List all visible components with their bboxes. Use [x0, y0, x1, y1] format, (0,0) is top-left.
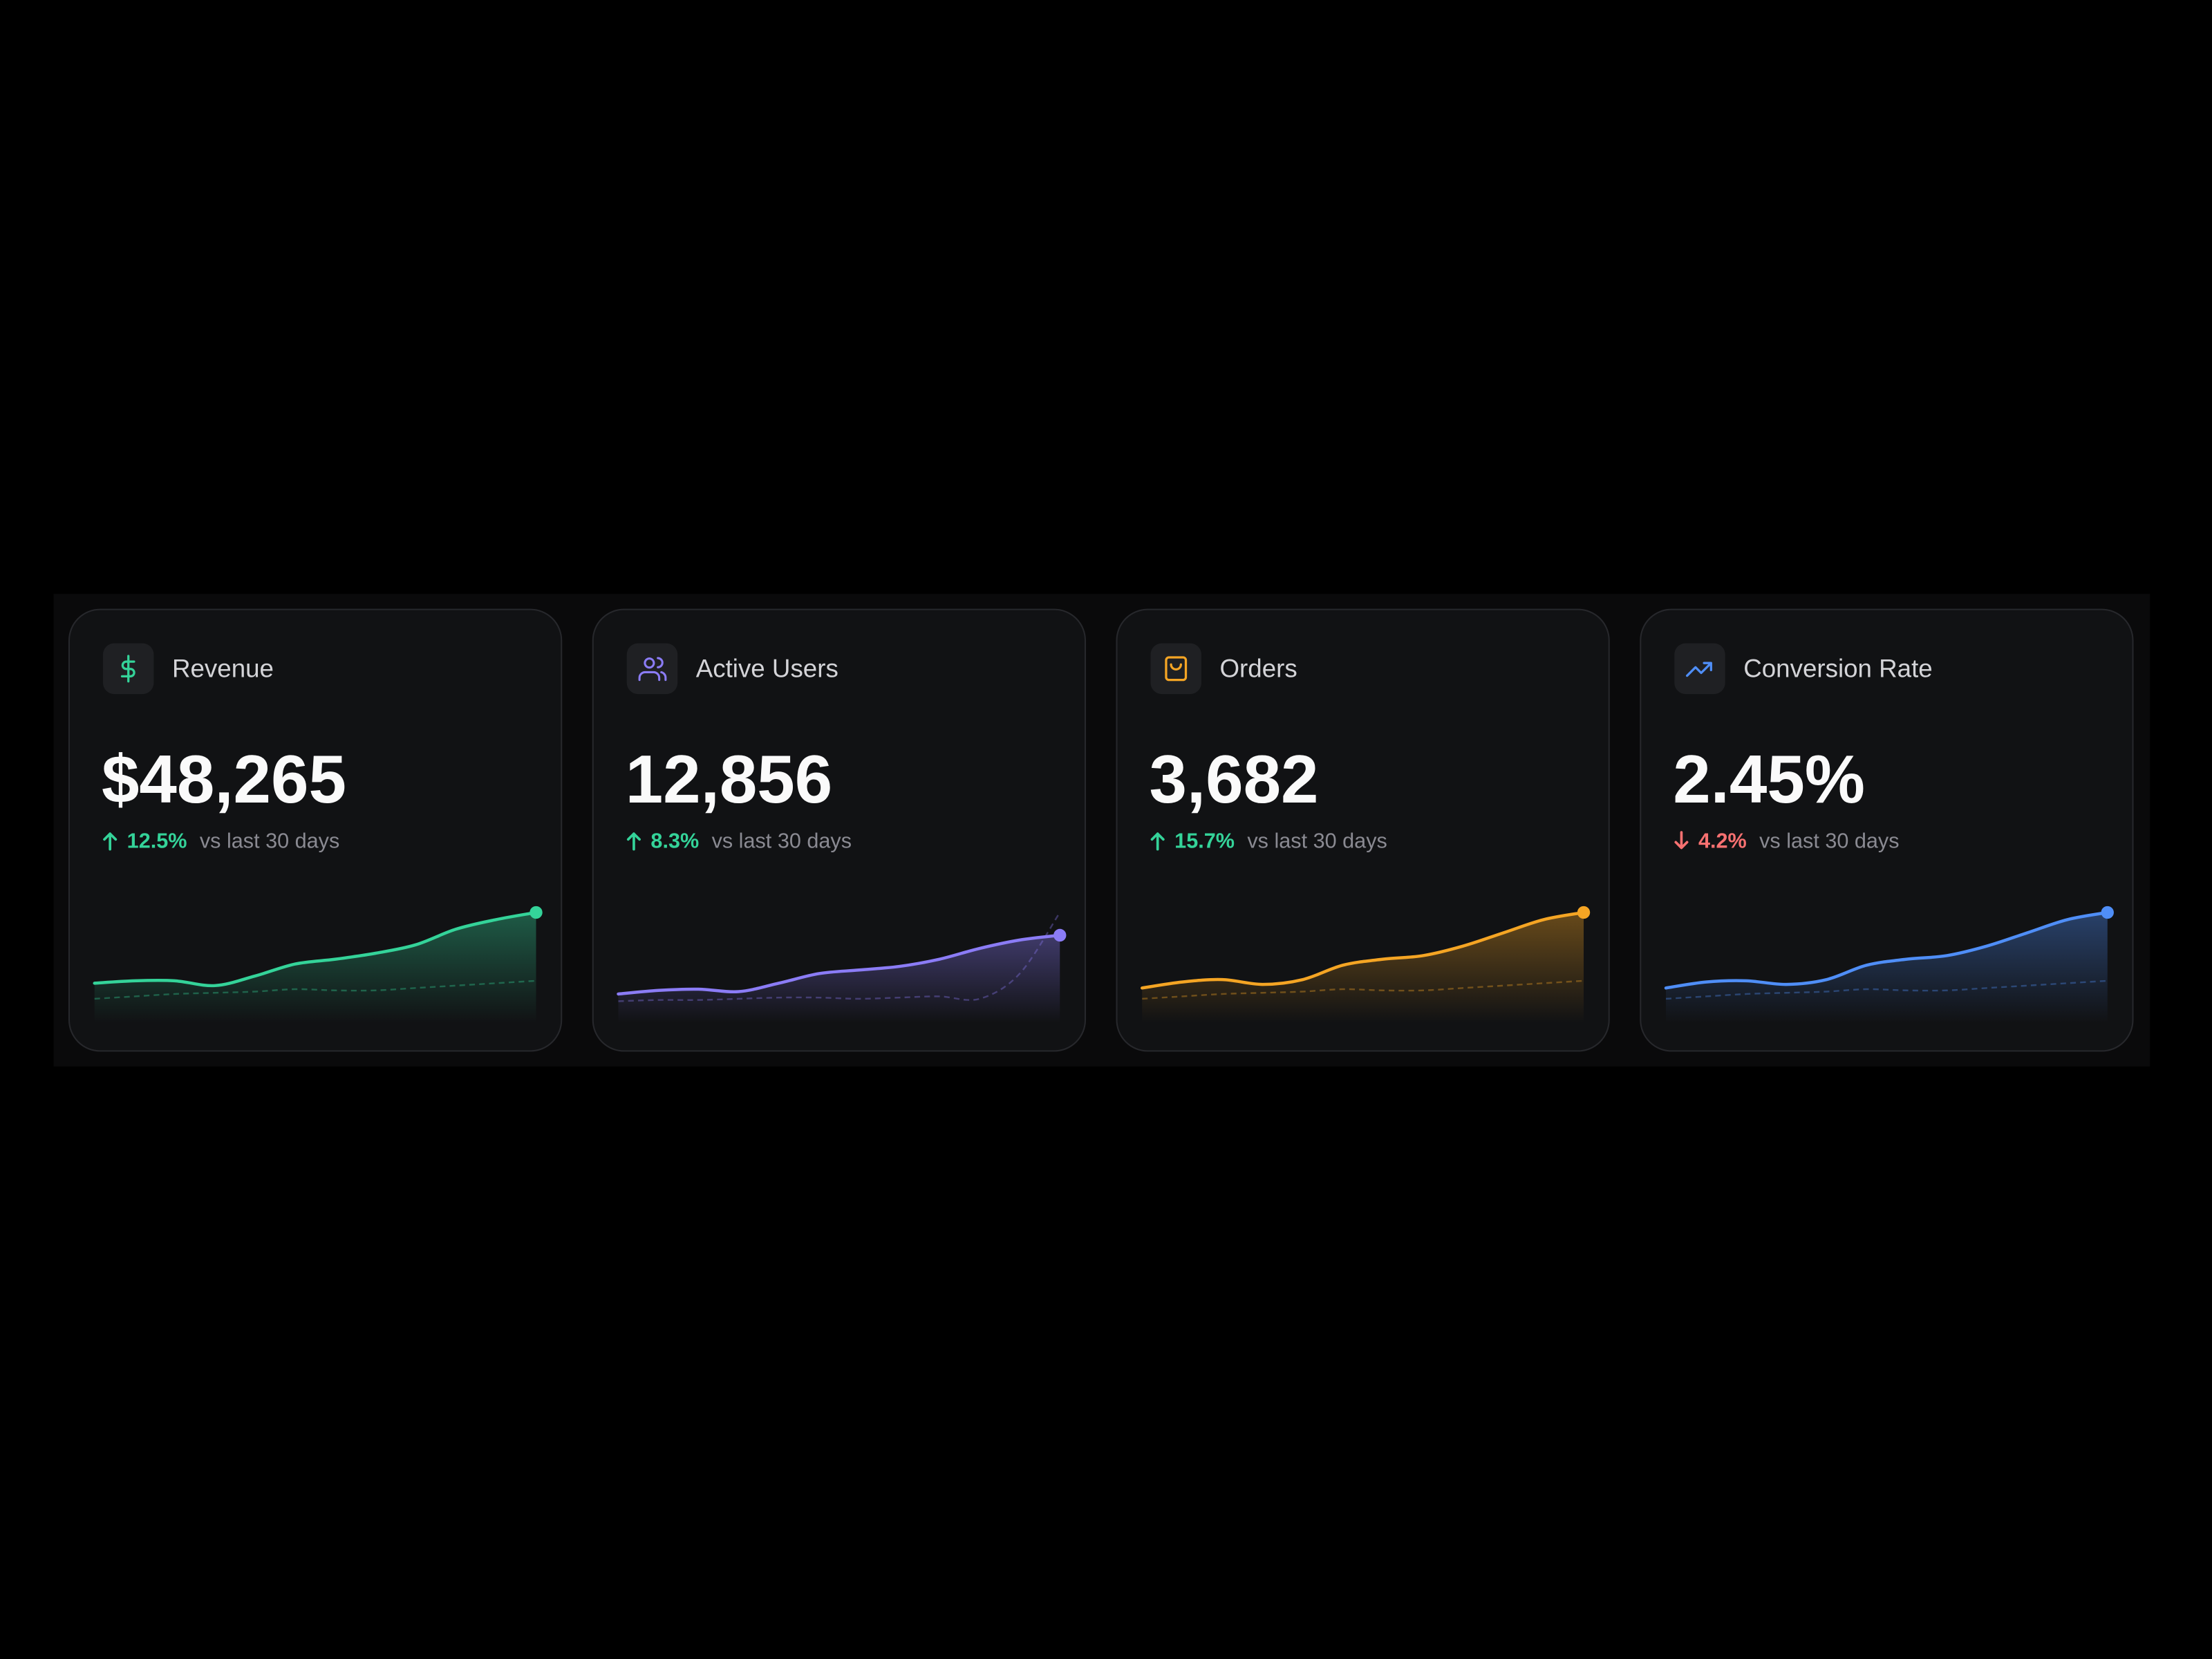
- comparison-label: vs last 30 days: [712, 830, 852, 853]
- metric-card: Active Users 12,856 8.3% vs last 30 days: [592, 608, 1087, 1052]
- icon-stroke: [1170, 663, 1183, 671]
- metric-card: Conversion Rate 2.45% 4.2% vs last 30 days: [1640, 608, 2134, 1052]
- change-percent: 15.7%: [1174, 830, 1235, 853]
- icon-stroke: [1685, 662, 1712, 677]
- metric-value: $48,265: [102, 741, 346, 817]
- metric-value: 3,682: [1149, 741, 1318, 817]
- metric-card: Orders 3,682 15.7% vs last 30 days: [1116, 608, 1610, 1052]
- sparkline-end-dot: [1053, 928, 1067, 942]
- card-title: Orders: [1219, 655, 1297, 683]
- sparkline-line: [93, 910, 538, 988]
- card-title: Active Users: [696, 655, 838, 683]
- sparkline-area: [1666, 912, 2108, 1023]
- sparkline-line: [1141, 910, 1586, 990]
- sparkline-end-dot: [529, 906, 543, 919]
- metric-value: 2.45%: [1673, 741, 1865, 817]
- icon-stroke: [120, 660, 135, 677]
- sparkline-end-dot: [2101, 906, 2114, 919]
- icon-box: [626, 643, 678, 695]
- icon: [1165, 656, 1188, 682]
- metric-value: 12,856: [626, 741, 833, 817]
- icon-stroke: [638, 657, 667, 682]
- trend-arrow: [626, 832, 641, 851]
- sparkline-area: [1142, 912, 1584, 1023]
- trend-arrow: [1674, 831, 1689, 850]
- card-title: Conversion Rate: [1743, 655, 1933, 683]
- icon-box: [1674, 643, 1725, 695]
- comparison-label: vs last 30 days: [1247, 830, 1387, 853]
- sparkline-previous: [618, 912, 1061, 1002]
- change-percent: 8.3%: [650, 830, 699, 853]
- sparkline-previous: [1665, 980, 2108, 1000]
- trend-arrow: [103, 832, 118, 851]
- icon: [1685, 662, 1712, 677]
- comparison-label: vs last 30 days: [200, 830, 339, 853]
- sparkline-end-dot: [1577, 906, 1591, 919]
- card-title: Revenue: [172, 655, 274, 683]
- icon-stroke: [644, 657, 655, 669]
- trend-arrow: [1150, 832, 1165, 851]
- icon: [638, 657, 667, 682]
- icon: [120, 655, 135, 683]
- comparison-label: vs last 30 days: [1759, 830, 1899, 853]
- sparkline-line: [1664, 910, 2110, 990]
- sparkline-area: [94, 912, 536, 1023]
- change-percent: 12.5%: [127, 830, 187, 853]
- card: [592, 608, 1087, 1052]
- change-percent: 4.2%: [1698, 830, 1747, 853]
- sparkline-previous: [1142, 980, 1584, 1000]
- metric-card: Revenue $48,265 12.5% vs last 30 days: [68, 608, 563, 1052]
- icon-stroke: [1165, 656, 1188, 682]
- sparkline-previous: [94, 980, 536, 1000]
- sparkline-line: [617, 933, 1062, 996]
